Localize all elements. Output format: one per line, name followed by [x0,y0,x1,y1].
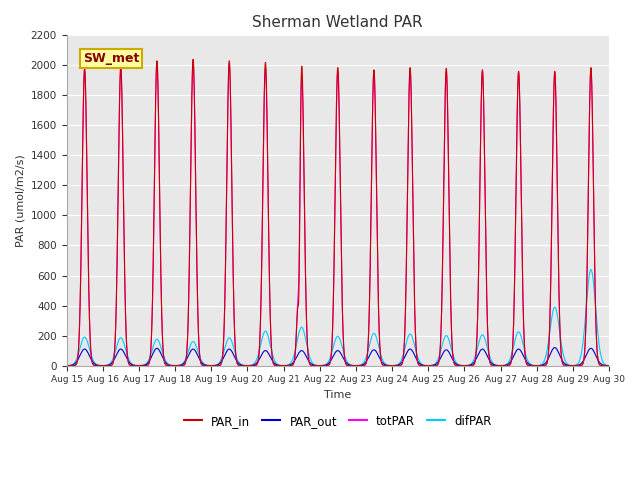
totPAR [266,289,273,295]
PAR_in [189,57,197,62]
difPAR [587,266,595,272]
PAR_out [266,352,273,358]
PAR_in [63,363,70,369]
difPAR [173,363,180,369]
PAR_in [413,351,420,357]
PAR_in [173,363,180,369]
difPAR [605,363,613,369]
Legend: PAR_in, PAR_out, totPAR, difPAR: PAR_in, PAR_out, totPAR, difPAR [179,410,496,432]
Text: SW_met: SW_met [83,52,139,65]
Line: PAR_out: PAR_out [67,348,609,366]
difPAR [63,363,70,369]
Line: totPAR: totPAR [67,62,609,366]
PAR_in [605,363,613,369]
difPAR [179,361,186,367]
PAR_out [551,345,559,350]
PAR_out [173,363,180,369]
PAR_in [266,287,273,293]
difPAR [266,339,273,345]
PAR_out [604,363,611,369]
totPAR [173,363,180,369]
difPAR [604,362,611,368]
Line: difPAR: difPAR [67,269,609,366]
X-axis label: Time: Time [324,390,351,400]
difPAR [413,350,420,356]
totPAR [413,351,420,357]
PAR_out [605,363,613,369]
totPAR [179,363,186,369]
totPAR [604,363,611,369]
PAR_out [179,361,186,367]
PAR_out [63,363,70,369]
totPAR [605,363,613,369]
PAR_in [490,363,497,369]
PAR_out [413,356,420,362]
difPAR [490,361,497,367]
totPAR [189,60,197,65]
totPAR [490,363,497,369]
PAR_out [490,362,497,368]
PAR_in [179,363,186,369]
Y-axis label: PAR (umol/m2/s): PAR (umol/m2/s) [15,154,25,247]
Title: Sherman Wetland PAR: Sherman Wetland PAR [252,15,423,30]
Line: PAR_in: PAR_in [67,60,609,366]
PAR_in [604,363,611,369]
totPAR [63,363,70,369]
